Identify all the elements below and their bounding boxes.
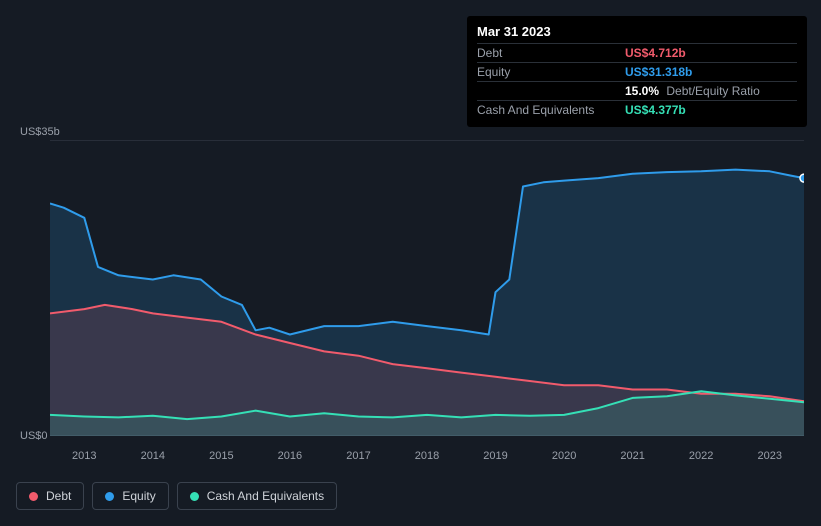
tooltip-label: Equity	[477, 65, 625, 79]
x-axis-tick: 2017	[346, 450, 370, 462]
x-axis-tick: 2013	[72, 450, 96, 462]
x-axis-tick: 2022	[689, 450, 713, 462]
x-axis-tick: 2023	[757, 450, 781, 462]
series-endpoint-marker	[800, 174, 804, 182]
legend-label: Cash And Equivalents	[207, 489, 324, 503]
tooltip-label: Debt	[477, 46, 625, 60]
legend-label: Equity	[122, 489, 155, 503]
legend-dot-debt	[29, 492, 38, 501]
x-axis-tick: 2020	[552, 450, 576, 462]
tooltip-label: Cash And Equivalents	[477, 103, 625, 117]
tooltip-value-cash: US$4.377b	[625, 103, 686, 117]
tooltip-row-debt: Debt US$4.712b	[477, 43, 797, 62]
legend-dot-cash	[190, 492, 199, 501]
chart-plot-area[interactable]	[50, 140, 804, 436]
x-axis: 2013 2014 2015 2016 2017 2018 2019 2020 2021 2022…	[50, 450, 804, 466]
chart-svg	[50, 140, 804, 436]
legend: Debt Equity Cash And Equivalents	[16, 482, 337, 510]
x-axis-tick: 2019	[483, 450, 507, 462]
tooltip-row-cash: Cash And Equivalents US$4.377b	[477, 100, 797, 119]
x-axis-tick: 2021	[620, 450, 644, 462]
x-axis-tick: 2015	[209, 450, 233, 462]
tooltip-date: Mar 31 2023	[477, 24, 797, 39]
tooltip-row-equity: Equity US$31.318b	[477, 62, 797, 81]
legend-label: Debt	[46, 489, 71, 503]
x-axis-tick: 2018	[415, 450, 439, 462]
legend-dot-equity	[105, 492, 114, 501]
tooltip-value-ratio: 15.0%	[625, 84, 659, 98]
y-axis-tick-min: US$0	[20, 430, 48, 442]
y-axis-tick-max: US$35b	[20, 126, 60, 138]
tooltip-label	[477, 84, 625, 98]
x-axis-tick: 2016	[278, 450, 302, 462]
tooltip-value-debt: US$4.712b	[625, 46, 686, 60]
legend-item-debt[interactable]: Debt	[16, 482, 84, 510]
chart-tooltip: Mar 31 2023 Debt US$4.712b Equity US$31.…	[467, 16, 807, 127]
legend-item-equity[interactable]: Equity	[92, 482, 168, 510]
chart-container: Mar 31 2023 Debt US$4.712b Equity US$31.…	[0, 0, 821, 526]
tooltip-suffix: Debt/Equity Ratio	[666, 84, 759, 98]
tooltip-value-wrap: 15.0% Debt/Equity Ratio	[625, 84, 760, 98]
tooltip-row-ratio: 15.0% Debt/Equity Ratio	[477, 81, 797, 100]
x-axis-tick: 2014	[141, 450, 165, 462]
legend-item-cash[interactable]: Cash And Equivalents	[177, 482, 337, 510]
tooltip-value-equity: US$31.318b	[625, 65, 692, 79]
